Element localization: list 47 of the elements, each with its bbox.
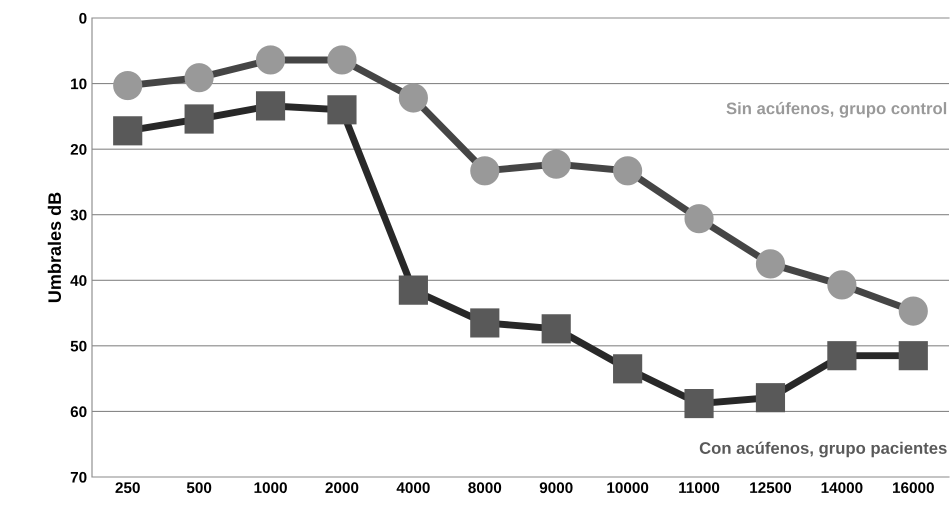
point: [756, 383, 786, 412]
x-tick-label: 8000: [468, 482, 502, 494]
y-tick-label: 40: [70, 275, 87, 286]
x-tick-label: 2000: [325, 482, 358, 494]
x-tick-label: 10000: [607, 482, 648, 494]
point: [613, 354, 642, 384]
x-tick-label: 500: [186, 482, 212, 494]
point: [113, 116, 142, 146]
y-tick-label: 0: [79, 12, 87, 24]
y-tick-label: 70: [70, 472, 87, 483]
x-tick-label: 14000: [822, 482, 862, 494]
point: [756, 249, 786, 278]
point: [398, 276, 428, 305]
point: [613, 156, 642, 186]
point: [898, 296, 928, 326]
point: [684, 388, 714, 418]
y-axis-title: Umbrales dB: [48, 192, 62, 302]
point: [827, 270, 856, 300]
y-tick-label: 30: [70, 210, 87, 220]
point: [827, 341, 856, 370]
x-tick-label: 12500: [750, 482, 792, 494]
point: [684, 204, 714, 234]
point: [256, 91, 286, 120]
x-tick-label: 1000: [254, 482, 287, 494]
series-label: Con acúfenos, grupo pacientes: [700, 442, 947, 458]
point: [256, 45, 286, 75]
x-tick-label: 250: [115, 482, 140, 494]
x-tick-label: 16000: [893, 482, 934, 494]
point: [470, 156, 500, 186]
x-tick-label: 9000: [540, 482, 573, 494]
point: [542, 150, 571, 179]
point: [898, 341, 928, 370]
point: [327, 95, 357, 124]
point: [327, 45, 357, 75]
point: [398, 83, 428, 113]
y-tick-label: 10: [71, 78, 87, 90]
x-tick-label: 4000: [396, 482, 430, 494]
point: [184, 63, 214, 92]
point: [184, 104, 214, 134]
y-tick-label: 50: [70, 340, 87, 352]
x-tick-label: 11000: [679, 482, 720, 494]
text: Sin acúfenos, grupo control: [726, 102, 946, 118]
point: [470, 308, 500, 338]
point: [113, 70, 142, 100]
y-tick-label: 60: [70, 406, 87, 418]
y-tick-label: 20: [70, 144, 87, 155]
point: [542, 314, 571, 344]
